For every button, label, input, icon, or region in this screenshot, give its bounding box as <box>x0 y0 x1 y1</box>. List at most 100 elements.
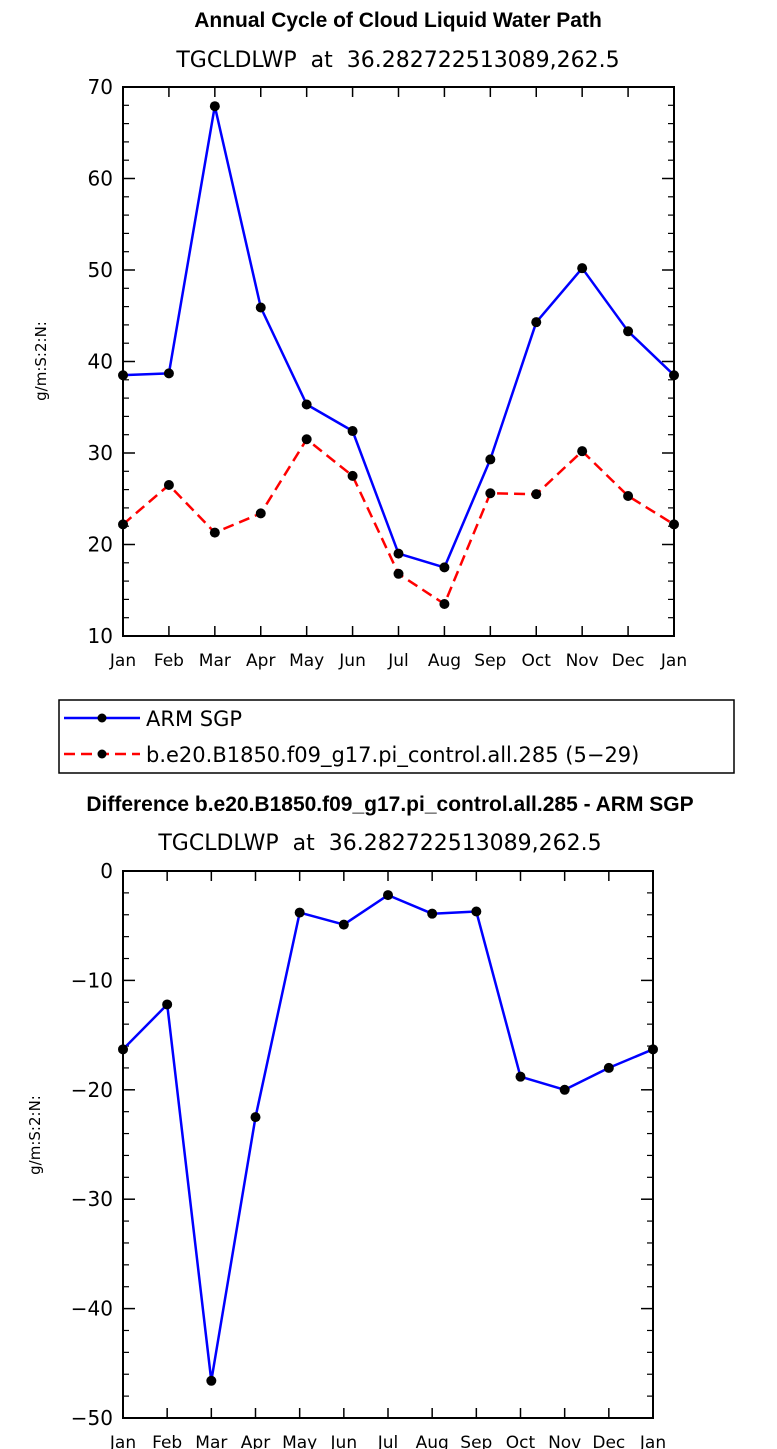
x-tick-label: Aug <box>416 1433 449 1449</box>
series-1-point <box>209 527 220 538</box>
x-tick-label: Dec <box>592 1433 625 1449</box>
series-0-point <box>383 890 393 901</box>
x-tick-label: May <box>289 651 324 671</box>
series-0-point <box>559 1084 570 1095</box>
chart1-legend: ARM SGP b.e20.B1850.f09_g17.pi_control.a… <box>58 699 735 774</box>
x-tick-label: Oct <box>522 651 552 671</box>
series-1-point <box>393 568 404 579</box>
chart2-series <box>118 890 658 1386</box>
x-tick-label: Jul <box>387 651 409 671</box>
x-tick-label: Jun <box>338 651 366 671</box>
chart1-y-tick-labels: 10 20 30 40 50 60 70 <box>88 75 113 648</box>
series-0-point <box>515 1071 526 1082</box>
series-0-point <box>255 302 266 313</box>
series-1-point <box>163 480 174 491</box>
series-0-point <box>471 906 482 917</box>
series-1-point <box>485 488 496 499</box>
series-0-point <box>209 101 220 112</box>
y-tick-label: 50 <box>88 258 113 282</box>
y-tick-label: −30 <box>71 1187 113 1211</box>
chart1-plot-frame <box>122 86 675 637</box>
series-0-point <box>250 1112 261 1123</box>
y-tick-label: −10 <box>71 968 113 992</box>
legend-marker-arm-sgp <box>97 713 107 723</box>
series-0-point <box>393 548 404 559</box>
x-tick-label: Jan <box>660 651 687 671</box>
series-0-point <box>603 1062 614 1073</box>
y-tick-label: 40 <box>88 350 113 374</box>
x-tick-label: Sep <box>474 651 506 671</box>
chart2-ticks <box>122 870 654 1419</box>
series-line-0 <box>122 104 675 569</box>
series-0-point <box>347 426 358 437</box>
series-1-point <box>347 470 358 481</box>
legend-box <box>58 699 735 774</box>
legend-entry-arm-sgp: ARM SGP <box>64 707 242 731</box>
series-0-point <box>531 317 542 328</box>
x-tick-label: Feb <box>152 1433 182 1449</box>
x-tick-label: Jan <box>109 651 136 671</box>
x-tick-label: Apr <box>241 1433 270 1449</box>
chart2-x-tick-labels: Jan Feb Mar Apr May Jun Jul Aug Sep Oct Nov Dec Jan <box>109 1433 666 1449</box>
y-tick-label: 70 <box>88 75 113 99</box>
series-1-point <box>439 598 450 609</box>
chart1-y-axis-label: g/m:S:2:N: <box>32 321 50 401</box>
x-tick-label: Mar <box>199 651 231 671</box>
series-1-point <box>623 491 634 502</box>
x-tick-label: Jan <box>109 1433 136 1449</box>
y-tick-label: 20 <box>88 533 113 557</box>
chart2-y-tick-labels: −50 −40 −30 −20 −10 0 <box>71 859 113 1430</box>
x-tick-label: Nov <box>548 1433 581 1449</box>
x-tick-label: Sep <box>460 1433 492 1449</box>
x-tick-label: Apr <box>246 651 275 671</box>
series-0-point <box>439 562 450 573</box>
series-0-point <box>162 999 173 1010</box>
series-1-point <box>301 434 312 445</box>
x-tick-label: Mar <box>195 1433 227 1449</box>
x-tick-label: May <box>282 1433 317 1449</box>
chart2-subtitle: TGCLDLWP at 36.282722513089,262.5 <box>157 831 601 856</box>
legend-entry-model: b.e20.B1850.f09_g17.pi_control.all.285 (… <box>64 743 639 768</box>
y-tick-label: −50 <box>71 1406 113 1430</box>
legend-marker-model <box>97 749 107 759</box>
series-0-point <box>577 263 588 274</box>
x-tick-label: Oct <box>506 1433 536 1449</box>
series-line-0 <box>122 893 654 1383</box>
chart1-ticks <box>122 86 675 637</box>
series-1-point <box>255 508 266 519</box>
y-tick-label: −40 <box>71 1297 113 1321</box>
series-0-point <box>294 907 305 918</box>
y-tick-label: 60 <box>88 167 113 191</box>
chart1-subtitle: TGCLDLWP at 36.282722513089,262.5 <box>175 48 619 73</box>
series-0-point <box>485 454 496 465</box>
x-tick-label: Jun <box>330 1433 358 1449</box>
x-tick-label: Nov <box>566 651 599 671</box>
y-tick-label: 0 <box>100 859 113 883</box>
x-tick-label: Dec <box>612 651 645 671</box>
chart2-plot-frame <box>122 870 654 1419</box>
x-tick-label: Feb <box>154 651 184 671</box>
x-tick-label: Jan <box>639 1433 666 1449</box>
series-1-point <box>577 446 588 457</box>
chart-annual-cycle: Annual Cycle of Cloud Liquid Water Path … <box>32 9 687 671</box>
series-0-point <box>301 399 312 410</box>
series-0-point <box>623 326 634 337</box>
series-0-point <box>427 908 438 919</box>
y-tick-label: −20 <box>71 1078 113 1102</box>
series-line-1 <box>122 438 675 606</box>
series-0-point <box>163 368 174 379</box>
series-1-point <box>531 489 542 500</box>
chart1-title: Annual Cycle of Cloud Liquid Water Path <box>194 9 602 32</box>
legend-label-arm-sgp: ARM SGP <box>146 707 242 731</box>
chart2-y-axis-label: g/m:S:2:N: <box>26 1095 44 1175</box>
x-tick-label: Aug <box>428 651 461 671</box>
legend-label-model: b.e20.B1850.f09_g17.pi_control.all.285 (… <box>146 743 639 768</box>
series-0-point <box>338 919 349 930</box>
chart-difference: Difference b.e20.B1850.f09_g17.pi_contro… <box>26 793 694 1449</box>
y-tick-label: 30 <box>88 441 113 465</box>
y-tick-label: 10 <box>88 624 113 648</box>
chart1-x-tick-labels: Jan Feb Mar Apr May Jun Jul Aug Sep Oct Nov Dec Jan <box>109 651 687 671</box>
chart2-title: Difference b.e20.B1850.f09_g17.pi_contro… <box>86 793 693 816</box>
x-tick-label: Jul <box>377 1433 399 1449</box>
